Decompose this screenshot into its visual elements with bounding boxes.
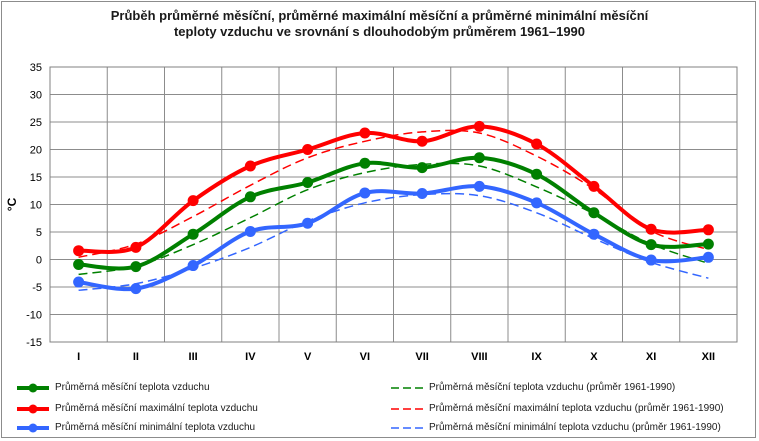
data-point — [244, 225, 256, 237]
chart-title: Průběh průměrné měsíční, průměrné maximá… — [0, 8, 759, 40]
x-tick-label: XI — [646, 351, 656, 363]
legend-swatch — [17, 404, 49, 414]
data-point — [302, 144, 314, 155]
x-tick-label: I — [77, 351, 80, 363]
data-point — [302, 177, 314, 188]
data-point — [130, 241, 142, 253]
y-tick-label: 25 — [30, 117, 42, 129]
series-line — [76, 155, 711, 271]
data-point — [702, 238, 714, 250]
series-line — [78, 192, 709, 292]
data-point — [588, 207, 600, 219]
data-point — [302, 217, 314, 229]
data-point — [187, 228, 199, 240]
series-line — [76, 124, 711, 254]
x-tick-label: X — [590, 351, 598, 363]
plot-area — [49, 66, 738, 343]
data-point — [187, 195, 199, 207]
x-tick-label: XII — [702, 351, 715, 363]
data-point — [473, 120, 485, 132]
data-point — [702, 224, 714, 236]
data-point — [73, 245, 85, 257]
data-point — [416, 162, 428, 174]
y-tick-label: 15 — [30, 172, 42, 184]
data-point — [702, 251, 714, 263]
y-tick-label: 5 — [36, 227, 42, 239]
x-tick-label: IX — [531, 351, 542, 363]
y-axis: 35 30 25 20 15 10 5 0 -5 -10 -15 — [26, 62, 42, 349]
data-point — [531, 197, 543, 209]
gridlines — [50, 66, 737, 343]
data-point — [645, 223, 657, 235]
data-point — [588, 228, 600, 240]
legend-swatch — [391, 387, 423, 389]
y-tick-label: -10 — [26, 310, 42, 322]
y-tick-label: 0 — [36, 255, 42, 267]
series-lines — [73, 120, 714, 295]
y-tick-label: 30 — [30, 90, 42, 102]
data-point — [416, 188, 428, 199]
data-point — [130, 261, 142, 273]
data-point — [531, 138, 543, 150]
x-tick-label: VII — [415, 351, 428, 363]
data-point — [531, 168, 543, 180]
legend-label: Průměrná měsíční maximální teplota vzduc… — [429, 403, 724, 414]
data-point — [244, 160, 256, 172]
series-3 — [73, 180, 714, 295]
data-point — [645, 239, 657, 251]
x-axis: I II III IV V VI VII VIII IX X XI XII — [77, 351, 715, 363]
legend-label: Průměrná měsíční minimální teplota vzduc… — [429, 422, 721, 433]
x-tick-label: III — [189, 351, 198, 363]
legend-label: Průměrná měsíční maximální teplota vzduc… — [55, 403, 258, 414]
data-point — [73, 258, 85, 270]
x-tick-label: VIII — [471, 351, 488, 363]
legend-swatch — [391, 427, 423, 429]
series-2 — [73, 120, 714, 257]
data-point — [187, 260, 199, 272]
y-tick-label: -5 — [32, 282, 42, 294]
data-point — [359, 127, 371, 139]
y-tick-label: 10 — [30, 200, 42, 212]
legend-swatch — [17, 383, 49, 393]
data-point — [359, 187, 371, 199]
x-tick-label: VI — [360, 351, 370, 363]
chart-title-line-2: teploty vzduchu ve srovnání s dlouhodobý… — [173, 24, 586, 39]
data-point — [73, 276, 85, 288]
y-tick-label: 35 — [30, 62, 42, 74]
legend-swatch — [391, 408, 423, 410]
x-tick-label: IV — [245, 351, 256, 363]
data-point — [130, 283, 142, 295]
legend-label: Průměrná měsíční teplota vzduchu — [55, 382, 210, 393]
y-axis-label: °C — [5, 197, 19, 211]
data-point — [588, 180, 600, 192]
data-point — [473, 152, 485, 164]
legend-swatch — [17, 423, 49, 433]
legend-label: Průměrná měsíční minimální teplota vzduc… — [55, 422, 256, 433]
series-6 — [78, 192, 709, 292]
legend-label: Průměrná měsíční teplota vzduchu (průměr… — [429, 382, 676, 393]
data-point — [359, 157, 371, 169]
y-tick-label: -15 — [26, 337, 42, 349]
x-tick-label: V — [304, 351, 312, 363]
data-point — [473, 180, 485, 192]
y-tick-label: 20 — [30, 145, 42, 157]
x-tick-label: II — [133, 351, 139, 363]
data-point — [244, 191, 256, 203]
series-1 — [73, 152, 714, 273]
data-point — [645, 254, 657, 266]
data-point — [416, 135, 428, 147]
chart-title-line-1: Průběh průměrné měsíční, průměrné maximá… — [110, 8, 649, 23]
